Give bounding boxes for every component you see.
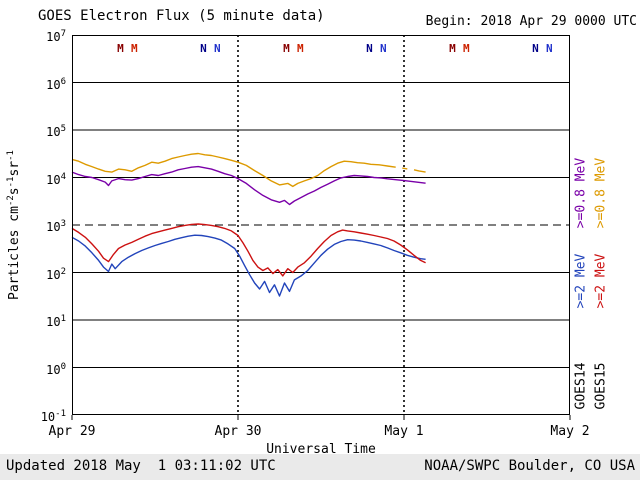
legend-satellite-goes15: GOES15	[593, 362, 609, 410]
legend-energy-goes14: >=0.8 MeV	[573, 157, 589, 229]
footer-band	[0, 454, 640, 480]
y-tick-label: 100	[46, 361, 66, 377]
midnight-marker: M	[297, 42, 304, 55]
credit-text: NOAA/SWPC Boulder, CO USA	[424, 458, 635, 474]
y-axis-label: Particles cm-2s-1sr-1	[5, 150, 23, 300]
noon-marker: N	[214, 42, 221, 55]
legend-energy-goes14: >=2 MeV	[573, 253, 589, 309]
midnight-marker: M	[283, 42, 290, 55]
legend-energy-goes15: >=0.8 MeV	[593, 157, 609, 229]
series-goes15-e0p8	[71, 152, 426, 188]
updated-timestamp: Updated 2018 May 1 03:11:02 UTC	[6, 458, 276, 474]
midnight-marker: M	[463, 42, 470, 55]
x-tick-label: Apr 29	[48, 424, 96, 439]
legend-satellite-goes14: GOES14	[573, 362, 589, 410]
x-tick-label: Apr 30	[214, 424, 262, 439]
begin-timestamp: Begin: 2018 Apr 29 0000 UTC	[425, 14, 637, 29]
noon-marker: N	[546, 42, 553, 55]
y-tick-label: 10-1	[40, 409, 66, 424]
y-tick-label: 107	[46, 29, 66, 44]
series-goes14-e0p8	[71, 165, 426, 206]
y-tick-label: 105	[46, 124, 66, 139]
x-tick-label: May 1	[384, 424, 424, 439]
legend-energy-goes15: >=2 MeV	[593, 253, 609, 309]
midnight-marker: M	[449, 42, 456, 55]
x-axis-title: Universal Time	[266, 442, 376, 457]
midnight-marker: M	[131, 42, 138, 55]
noon-marker: N	[200, 42, 207, 55]
y-tick-label: 101	[46, 314, 66, 329]
y-tick-label: 103	[46, 219, 66, 234]
y-tick-label: 104	[46, 171, 66, 187]
x-tick-label: May 2	[550, 424, 590, 439]
plot-title: GOES Electron Flux (5 minute data)	[38, 8, 325, 24]
midnight-marker: M	[117, 42, 124, 55]
plot-border	[72, 35, 570, 415]
noon-marker: N	[532, 42, 539, 55]
y-tick-label: 106	[46, 76, 66, 92]
series-goes15-e2	[71, 223, 426, 277]
y-tick-label: 102	[46, 266, 66, 282]
noon-marker: N	[380, 42, 387, 55]
series-goes14-e2	[71, 234, 426, 297]
noon-marker: N	[366, 42, 373, 55]
